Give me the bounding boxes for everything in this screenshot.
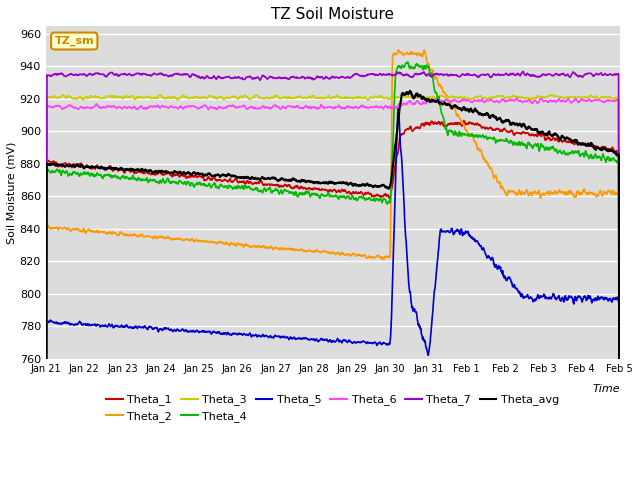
Theta_2 xyxy=(298,246,305,252)
Theta_avg xyxy=(298,178,305,184)
Theta_3 xyxy=(86,93,94,99)
Theta_1 xyxy=(298,185,305,191)
Theta_7 xyxy=(285,75,293,81)
Line: Theta_7: Theta_7 xyxy=(46,72,620,480)
Line: Theta_6: Theta_6 xyxy=(46,98,620,480)
Theta_6 xyxy=(109,104,117,109)
Theta_1 xyxy=(285,183,293,189)
Theta_1 xyxy=(460,118,468,123)
Theta_7 xyxy=(369,71,376,77)
Theta_5 xyxy=(395,106,403,111)
Theta_avg xyxy=(109,166,117,172)
Line: Theta_2: Theta_2 xyxy=(46,50,620,480)
Theta_2 xyxy=(369,254,376,260)
Theta_avg xyxy=(285,178,293,183)
Theta_2 xyxy=(395,47,403,53)
Theta_avg xyxy=(369,183,376,189)
Theta_7 xyxy=(519,69,527,74)
Theta_4 xyxy=(285,191,293,196)
Theta_6 xyxy=(369,104,376,110)
Theta_1 xyxy=(369,193,376,199)
Text: TZ_sm: TZ_sm xyxy=(54,36,94,46)
Theta_6 xyxy=(308,105,316,110)
Theta_6 xyxy=(285,103,293,109)
Theta_3 xyxy=(308,95,316,101)
Y-axis label: Soil Moisture (mV): Soil Moisture (mV) xyxy=(7,141,17,243)
Line: Theta_5: Theta_5 xyxy=(46,108,620,480)
Theta_4 xyxy=(109,174,117,180)
Theta_4 xyxy=(86,173,94,179)
Text: Time: Time xyxy=(592,384,620,394)
Line: Theta_avg: Theta_avg xyxy=(46,91,620,480)
Theta_7 xyxy=(109,71,117,77)
Line: Theta_1: Theta_1 xyxy=(46,120,620,480)
Theta_3 xyxy=(548,92,556,97)
Theta_5 xyxy=(369,341,376,347)
Theta_5 xyxy=(109,325,117,331)
Theta_avg xyxy=(308,179,316,184)
Theta_6 xyxy=(513,95,521,101)
Theta_4 xyxy=(404,60,412,65)
Theta_6 xyxy=(86,105,94,110)
Theta_5 xyxy=(308,336,316,342)
Theta_3 xyxy=(109,94,117,99)
Theta_5 xyxy=(86,323,94,328)
Theta_avg xyxy=(406,88,413,94)
Theta_2 xyxy=(86,228,94,234)
Theta_1 xyxy=(308,186,316,192)
Line: Theta_3: Theta_3 xyxy=(46,95,620,480)
Theta_4 xyxy=(298,190,305,196)
Theta_6 xyxy=(298,105,305,110)
Line: Theta_4: Theta_4 xyxy=(46,62,620,480)
Theta_4 xyxy=(308,192,316,198)
Title: TZ Soil Moisture: TZ Soil Moisture xyxy=(271,7,394,22)
Theta_4 xyxy=(369,197,376,203)
Theta_3 xyxy=(369,95,376,101)
Theta_2 xyxy=(308,248,316,254)
Theta_3 xyxy=(298,94,305,100)
Theta_5 xyxy=(285,336,293,342)
Theta_3 xyxy=(285,95,293,101)
Theta_1 xyxy=(109,168,117,173)
Theta_5 xyxy=(298,336,305,342)
Legend: Theta_1, Theta_2, Theta_3, Theta_4, Theta_5, Theta_6, Theta_7, Theta_avg: Theta_1, Theta_2, Theta_3, Theta_4, Thet… xyxy=(106,395,559,422)
Theta_avg xyxy=(86,165,94,170)
Theta_7 xyxy=(308,75,316,81)
Theta_7 xyxy=(298,75,305,81)
Theta_2 xyxy=(285,245,293,251)
Theta_7 xyxy=(86,71,94,77)
Theta_1 xyxy=(86,164,94,170)
Theta_2 xyxy=(109,230,117,236)
